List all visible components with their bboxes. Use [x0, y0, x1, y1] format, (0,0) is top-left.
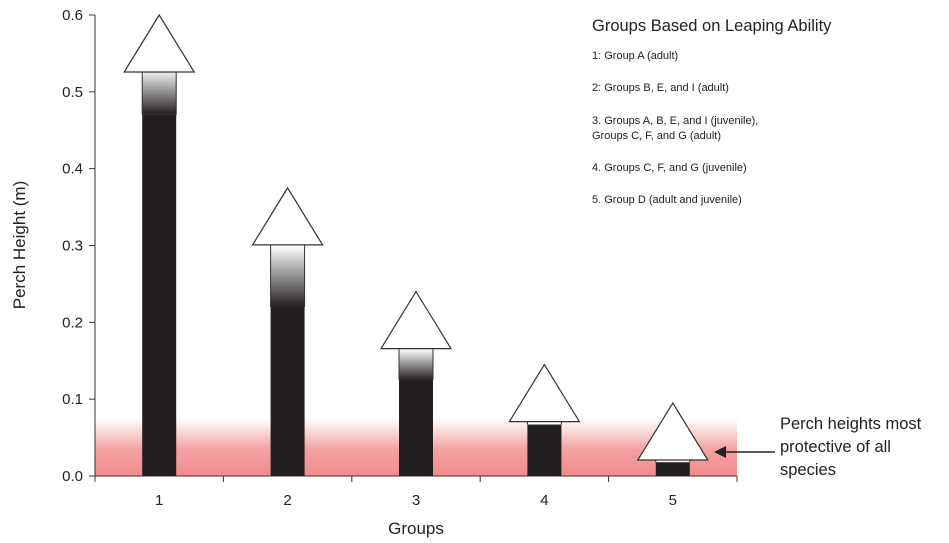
arrow-group-3: [379, 290, 453, 476]
y-tick-label: 0.4: [62, 161, 83, 178]
arrow-shaft-outline: [141, 72, 177, 115]
bar: [270, 306, 305, 476]
y-axis-label: Perch Height (m): [10, 181, 29, 309]
arrow-shaft-fade: [399, 349, 433, 380]
legend-item-2: 2: Groups B, E, and I (adult): [592, 82, 729, 94]
arrow-group-4: [508, 363, 581, 476]
bars-layer: [123, 13, 709, 476]
legend-item-1: 1: Group A (adult): [592, 50, 679, 62]
x-tick-label: 1: [155, 492, 163, 509]
y-tick-label: 0.0: [62, 468, 83, 485]
bar: [655, 462, 690, 476]
y-tick-label: 0.1: [62, 391, 83, 408]
y-tick-label: 0.5: [62, 84, 83, 101]
arrow-head: [508, 363, 581, 423]
y-tick-label: 0.2: [62, 314, 83, 331]
y-tick-label: 0.6: [62, 7, 83, 24]
x-tick-label: 3: [412, 492, 420, 509]
legend-item-3: 3. Groups A, B, E, and I (juvenile), Gro…: [592, 115, 759, 142]
arrow-group-2: [251, 186, 324, 476]
arrow-group-5: [636, 401, 709, 476]
arrow-head: [123, 13, 196, 73]
arrow-shaft-fade: [270, 245, 305, 307]
legend-item-5: 5. Group D (adult and juvenile): [592, 194, 742, 206]
annotation-arrow: [714, 446, 775, 458]
x-tick-label: 4: [540, 492, 548, 509]
bar: [142, 114, 177, 476]
x-tick-label: 2: [283, 492, 291, 509]
x-tick-label: 5: [669, 492, 677, 509]
arrow-shaft-outline: [270, 244, 306, 307]
legend: Groups Based on Leaping Ability 1: Group…: [592, 14, 852, 225]
arrow-shaft-white: [655, 460, 690, 463]
x-axis-label: Groups: [388, 519, 444, 538]
bar: [399, 379, 433, 476]
arrow-shaft-white: [527, 421, 562, 425]
y-tick-label: 0.3: [62, 238, 83, 255]
protective-band-annotation: Perch heights most protective of all spe…: [780, 415, 922, 479]
arrow-head: [251, 186, 324, 246]
arrow-head: [379, 290, 453, 350]
legend-title: Groups Based on Leaping Ability: [592, 17, 832, 35]
arrow-group-1: [123, 13, 196, 476]
arrow-head: [636, 401, 709, 461]
arrow-shaft-outline: [398, 348, 434, 380]
bar: [527, 424, 562, 476]
legend-item-4: 4. Groups C, F, and G (juvenile): [592, 162, 747, 174]
arrow-shaft-fade: [142, 68, 177, 115]
